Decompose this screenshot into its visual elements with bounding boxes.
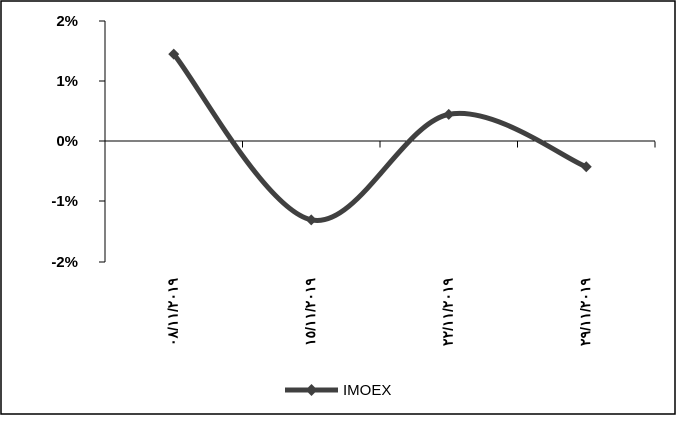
y-tick-label-0: 0% <box>56 133 78 150</box>
y-tick-label-minus-1: -1% <box>51 193 78 210</box>
legend-label-imoex: IMOEX <box>343 382 391 399</box>
x-tick-label: ٢٩/١١/٢٠١٩ <box>577 278 593 346</box>
y-tick-label-1: 1% <box>56 73 78 90</box>
y-tick-label-minus-2: -2% <box>51 254 78 271</box>
x-tick-label: ١٥/١١/٢٠١٩ <box>302 278 318 346</box>
chart-border <box>1 1 675 414</box>
x-tick-label: ٠٨/١١/٢٠١٩ <box>164 278 180 346</box>
x-tick-label: ٢٢/١١/٢٠١٩ <box>439 278 455 346</box>
y-tick-label-2: 2% <box>56 13 78 30</box>
